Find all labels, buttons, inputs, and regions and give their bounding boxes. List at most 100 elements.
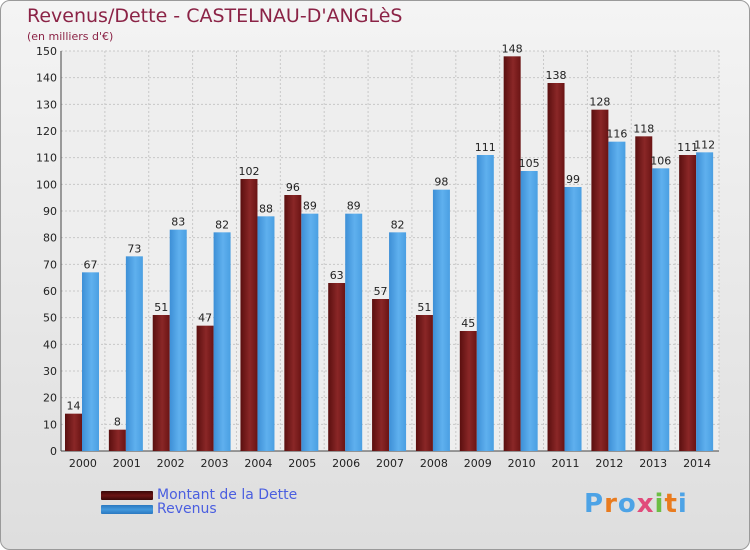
bar-revenus <box>125 256 143 451</box>
data-label-revenus: 99 <box>566 173 580 186</box>
bar-dette <box>196 325 214 451</box>
data-label-dette: 148 <box>502 42 523 55</box>
x-tick-label: 2013 <box>639 457 667 470</box>
bar-revenus <box>389 232 407 451</box>
bar-dette <box>152 315 170 451</box>
data-label-revenus: 89 <box>303 200 317 213</box>
data-label-dette: 47 <box>198 312 212 325</box>
bar-dette <box>328 283 346 451</box>
logo-letter: i <box>654 489 665 519</box>
bar-revenus <box>520 171 538 451</box>
bar-revenus <box>696 152 714 452</box>
x-tick-label: 2011 <box>551 457 579 470</box>
bar-dette <box>547 83 565 451</box>
logo-letter: i <box>677 489 688 519</box>
bar-revenus <box>564 187 582 451</box>
bar-dette <box>372 299 390 451</box>
bars <box>65 56 714 452</box>
bar-revenus <box>82 272 99 451</box>
y-tick-label: 130 <box>36 98 57 111</box>
data-label-revenus: 105 <box>519 157 540 170</box>
y-tick-label: 140 <box>36 72 57 85</box>
y-tick-label: 120 <box>36 125 57 138</box>
bar-dette <box>284 195 302 451</box>
data-label-dette: 14 <box>67 400 81 413</box>
chart-subtitle: (en milliers d'€) <box>27 30 114 43</box>
legend-label-revenus: Revenus <box>157 501 217 517</box>
bar-dette <box>635 136 653 452</box>
y-tick-label: 90 <box>43 205 57 218</box>
x-tick-label: 2000 <box>69 457 97 470</box>
data-label-revenus: 67 <box>84 258 98 271</box>
bar-revenus <box>608 141 626 451</box>
data-label-dette: 57 <box>374 285 388 298</box>
x-tick-label: 2009 <box>464 457 492 470</box>
data-label-revenus: 83 <box>171 216 185 229</box>
bar-revenus <box>301 213 319 451</box>
data-label-dette: 118 <box>633 122 654 135</box>
data-label-dette: 51 <box>417 301 431 314</box>
bar-dette <box>503 56 521 451</box>
y-tick-label: 100 <box>36 178 57 191</box>
legend-swatch-dette <box>101 490 153 500</box>
bar-revenus <box>213 232 231 451</box>
logo-letter: r <box>604 489 618 519</box>
data-label-revenus: 89 <box>347 200 361 213</box>
y-tick-label: 10 <box>43 418 57 431</box>
y-tick-label: 0 <box>50 445 57 458</box>
data-label-dette: 102 <box>238 165 259 178</box>
data-label-revenus: 98 <box>434 176 448 189</box>
data-label-revenus: 116 <box>606 128 627 141</box>
data-label-revenus: 73 <box>127 242 141 255</box>
x-tick-label: 2005 <box>288 457 316 470</box>
bar-dette <box>679 155 697 451</box>
data-label-revenus: 82 <box>215 218 229 231</box>
bar-dette <box>240 179 258 451</box>
bar-dette <box>108 429 126 451</box>
legend-label-dette: Montant de la Dette <box>157 487 298 503</box>
bar-dette <box>415 315 433 451</box>
bar-revenus <box>345 213 363 451</box>
bar-dette <box>65 413 82 451</box>
y-tick-label: 20 <box>43 392 57 405</box>
x-tick-label: 2007 <box>376 457 404 470</box>
x-tick-label: 2006 <box>332 457 360 470</box>
logo-letter: x <box>636 489 655 519</box>
bar-revenus <box>432 189 450 451</box>
logo-letter: t <box>664 489 678 519</box>
y-tick-label: 60 <box>43 285 57 298</box>
x-tick-label: 2008 <box>420 457 448 470</box>
data-label-revenus: 106 <box>650 154 671 167</box>
x-tick-label: 2010 <box>508 457 536 470</box>
x-tick-label: 2001 <box>113 457 141 470</box>
legend-item-dette: Montant de la Dette <box>101 487 297 503</box>
data-label-revenus: 82 <box>391 218 405 231</box>
bar-revenus <box>257 216 275 451</box>
data-label-dette: 63 <box>330 269 344 282</box>
data-label-dette: 51 <box>154 301 168 314</box>
bar-dette <box>591 109 609 452</box>
bar-revenus <box>652 168 670 452</box>
data-label-revenus: 112 <box>694 138 715 151</box>
bar-revenus <box>169 229 187 451</box>
y-tick-label: 110 <box>36 152 57 165</box>
data-label-revenus: 111 <box>475 141 496 154</box>
data-label-dette: 8 <box>114 416 121 429</box>
data-label-dette: 45 <box>461 317 475 330</box>
bar-dette <box>459 331 477 451</box>
x-tick-label: 2004 <box>244 457 272 470</box>
data-label-dette: 96 <box>286 181 300 194</box>
y-tick-label: 150 <box>36 45 57 58</box>
data-label-dette: 111 <box>677 141 698 154</box>
logo-letter: o <box>617 489 637 519</box>
x-tick-label: 2012 <box>595 457 623 470</box>
legend-item-revenus: Revenus <box>101 501 217 517</box>
data-label-dette: 128 <box>589 96 610 109</box>
y-tick-label: 30 <box>43 365 57 378</box>
x-tick-label: 2002 <box>157 457 185 470</box>
chart-title: Revenus/Dette - CASTELNAU-D'ANGLèS <box>27 5 403 27</box>
bar-revenus <box>476 155 494 451</box>
y-tick-label: 70 <box>43 258 57 271</box>
